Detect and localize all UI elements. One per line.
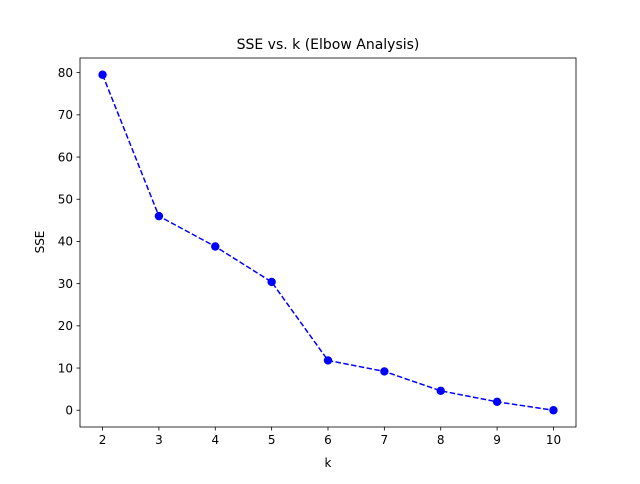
x-tick-label-6: 6 [324,433,332,447]
data-point-k10 [549,406,558,415]
data-point-k3 [154,211,164,221]
data-point-k5 [267,277,276,287]
axes-layer: 2 3 4 5 6 7 8 9 10 0 10 20 30 40 50 60 70 80 [58,57,577,447]
data-point-k2 [98,70,107,79]
x-tick-label-5: 5 [268,433,276,447]
y-tick-label-30: 30 [58,277,73,291]
y-tick-label-40: 40 [58,235,73,249]
x-axis-label: k [325,456,332,470]
y-tick-label-50: 50 [58,193,73,207]
data-point-k9 [492,397,502,407]
plot-layer [98,70,558,415]
y-tick-label-10: 10 [58,361,73,375]
y-axis-label: SSE [33,231,47,254]
x-tick-label-7: 7 [381,433,389,447]
y-tick-label-20: 20 [58,319,73,333]
x-tick-label-2: 2 [99,433,107,447]
y-tick-label-70: 70 [58,108,73,122]
x-tick-label-9: 9 [493,433,501,447]
x-tick-label-4: 4 [211,433,219,447]
x-tick-label-3: 3 [155,433,163,447]
data-point-k7 [380,367,389,376]
y-tick-label-80: 80 [58,66,73,80]
y-tick-label-60: 60 [58,150,73,164]
x-tick-label-10: 10 [546,433,561,447]
data-point-k6 [323,356,333,365]
data-point-k8 [436,386,445,396]
chart-title: SSE vs. k (Elbow Analysis) [237,37,420,53]
y-tick-label-0: 0 [65,404,73,418]
x-tick-label-8: 8 [437,433,445,447]
data-point-k4 [211,242,220,251]
